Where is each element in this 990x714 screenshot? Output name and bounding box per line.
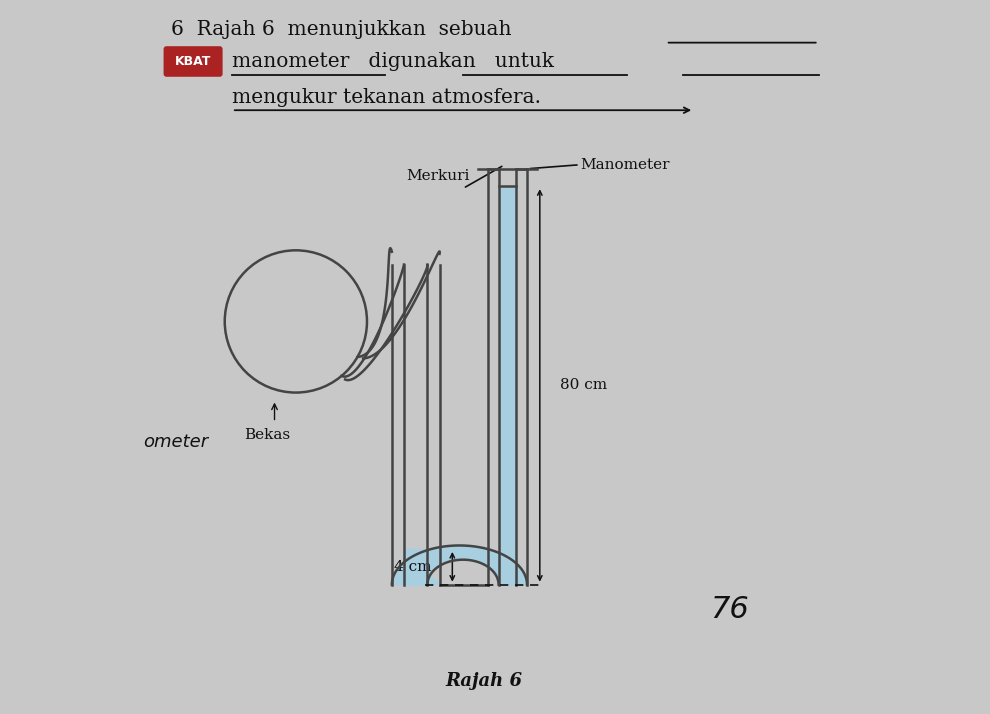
Text: Rajah 6: Rajah 6 bbox=[446, 672, 523, 690]
Text: 76: 76 bbox=[711, 595, 749, 624]
Text: 80 cm: 80 cm bbox=[560, 378, 608, 393]
Text: Manometer: Manometer bbox=[580, 158, 670, 172]
Text: 6  Rajah 6  menunjukkan  sebuah: 6 Rajah 6 menunjukkan sebuah bbox=[171, 20, 512, 39]
Text: KBAT: KBAT bbox=[174, 55, 211, 68]
Polygon shape bbox=[392, 545, 527, 585]
Text: Merkuri: Merkuri bbox=[407, 169, 470, 183]
FancyBboxPatch shape bbox=[163, 46, 223, 77]
Text: manometer   digunakan   untuk: manometer digunakan untuk bbox=[232, 52, 553, 71]
Text: 4 cm: 4 cm bbox=[394, 560, 432, 574]
Text: ometer: ometer bbox=[143, 433, 208, 451]
Text: Bekas: Bekas bbox=[245, 428, 290, 442]
Text: mengukur tekanan atmosfera.: mengukur tekanan atmosfera. bbox=[232, 88, 541, 107]
